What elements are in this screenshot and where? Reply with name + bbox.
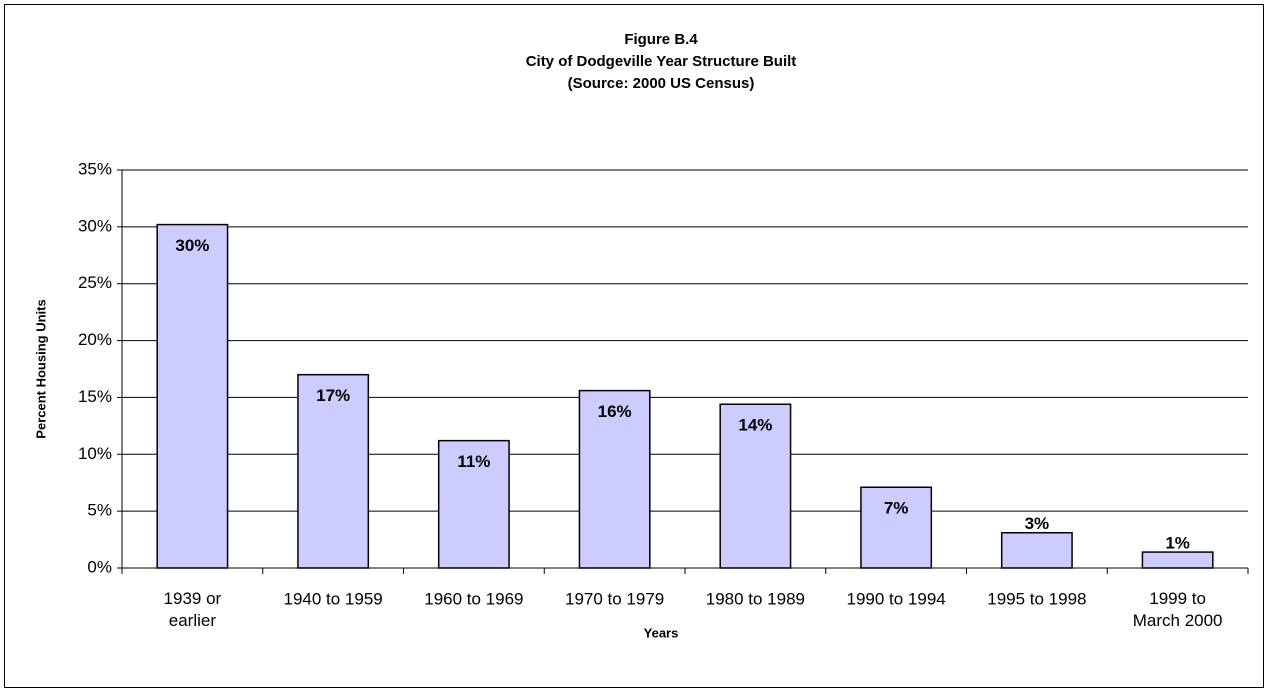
y-tick-label: 10%	[78, 444, 112, 463]
data-label: 3%	[1025, 514, 1050, 533]
x-axis-label: Years	[644, 625, 679, 640]
x-tick-label: 1980 to 1989	[706, 589, 805, 608]
x-tick-label: 1995 to 1998	[987, 589, 1086, 608]
data-label: 16%	[598, 402, 632, 421]
x-tick-label-line: earlier	[169, 611, 217, 630]
data-label: 30%	[175, 236, 209, 255]
chart-title: Figure B.4	[624, 31, 698, 48]
bar	[1000, 531, 1073, 569]
x-tick-label-line: March 2000	[1133, 611, 1223, 630]
x-tick-label-line: 1999 to	[1149, 589, 1206, 608]
x-tick-label: 1960 to 1969	[424, 589, 523, 608]
data-label: 7%	[884, 499, 909, 518]
x-tick-label-line: 1939 or	[164, 589, 222, 608]
x-tick-label: 1990 to 1994	[846, 589, 945, 608]
x-tick-label: 1939 or earlier	[164, 589, 222, 630]
bar	[156, 223, 229, 569]
x-tick-label: 1999 to March 2000	[1133, 589, 1223, 630]
data-label: 14%	[738, 416, 772, 435]
y-tick-label: 0%	[87, 557, 112, 576]
y-tick-label: 30%	[78, 216, 112, 235]
y-tick-label: 35%	[78, 159, 112, 178]
x-tick-label: 1970 to 1979	[565, 589, 664, 608]
bar	[719, 403, 792, 569]
chart-source: (Source: 2000 US Census)	[568, 75, 755, 92]
y-tick-label: 25%	[78, 273, 112, 292]
y-tick-label: 15%	[78, 387, 112, 406]
bar	[437, 439, 510, 569]
y-axis-label: Percent Housing Units	[33, 299, 48, 438]
data-label: 11%	[457, 452, 490, 471]
y-tick-label: 5%	[87, 501, 112, 520]
y-tick-label: 20%	[78, 330, 112, 349]
data-label: 1%	[1165, 534, 1190, 553]
data-label: 17%	[316, 386, 350, 405]
bar	[578, 389, 651, 569]
bar	[297, 373, 370, 569]
bar	[1141, 551, 1214, 569]
x-tick-label: 1940 to 1959	[283, 589, 382, 608]
chart-subtitle: City of Dodgeville Year Structure Built	[526, 53, 797, 70]
bar	[860, 486, 933, 569]
